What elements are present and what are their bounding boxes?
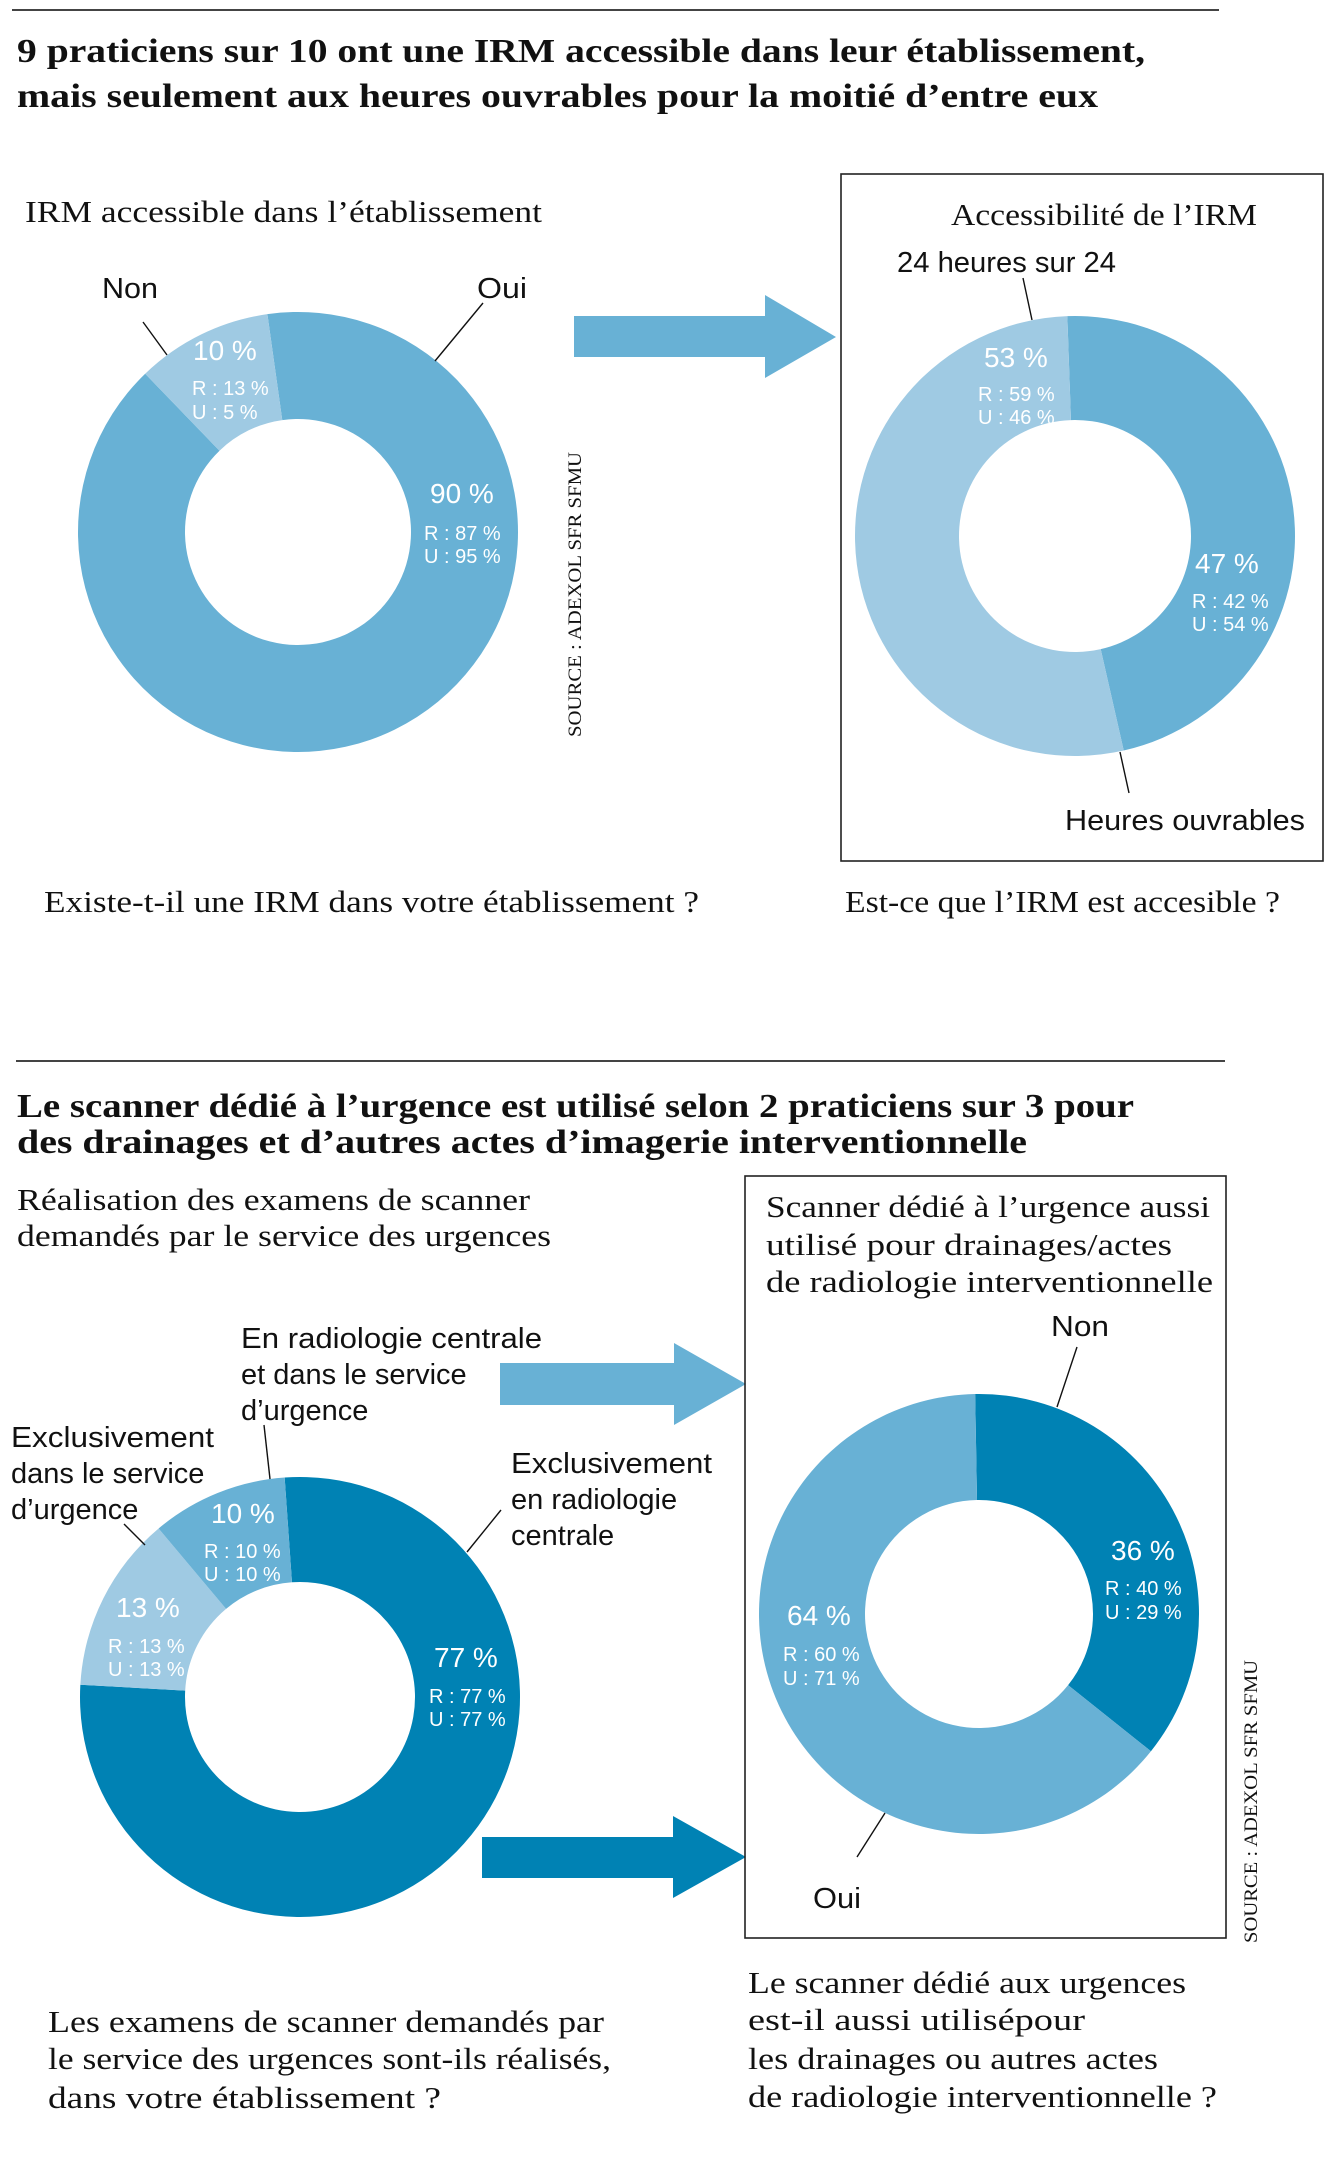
chart4-oui-r: R : 60 % (783, 1644, 860, 1666)
chart3-title-line2: demandés par le service des urgences (17, 1218, 551, 1253)
chart3-label-central-line3: centrale (511, 1520, 614, 1552)
chart3-label-urgence-line3: d’urgence (11, 1494, 138, 1526)
chart2-label-24h: 24 heures sur 24 (897, 247, 1116, 279)
chart3-both-r: R : 10 % (204, 1541, 281, 1563)
chart1-oui-u: U : 95 % (424, 546, 501, 568)
donut-segment-24-heures-sur-24 (854, 316, 1124, 757)
arrow-right-icon (574, 295, 836, 378)
chart3-question-line2: le service des urgences sont-ils réalisé… (48, 2041, 611, 2076)
chart4-leader-non (1056, 1346, 1078, 1408)
chart2-leader-24h (1022, 277, 1033, 321)
donut-segment-oui (759, 1394, 1151, 1834)
chart4-non-value: 36 % (1111, 1535, 1175, 1566)
donut-chart-irm-accessibility (854, 316, 1295, 757)
chart1-oui-value: 90 % (430, 478, 494, 509)
chart2-title: Accessibilité de l’IRM (951, 197, 1257, 232)
chart2-24h-value: 53 % (984, 342, 1048, 373)
section2-source: SOURCE : ADEXOL SFR SFMU (1241, 1660, 1262, 1943)
chart4-oui-value: 64 % (787, 1600, 851, 1631)
chart1-leader-oui (434, 302, 484, 362)
arrow-right-icon (500, 1343, 746, 1425)
donut-chart-irm-accessible (77, 312, 518, 752)
chart2-frame (840, 173, 1324, 862)
donut-chart-scanner-interventional (759, 1394, 1199, 1834)
chart4-title-line3: de radiologie interventionnelle (766, 1264, 1213, 1299)
chart1-title: IRM accessible dans l’établissement (25, 194, 542, 229)
donut-segment-exclusivement-en-radiologie-centrale (79, 1477, 520, 1917)
chart1-question: Existe-t-il une IRM dans votre établisse… (44, 884, 699, 919)
chart3-label-urgence-line2: dans le service (11, 1458, 204, 1490)
donut-segment-oui (77, 312, 518, 752)
chart3-both-u: U : 10 % (204, 1564, 281, 1586)
donut-segment-non (975, 1394, 1199, 1752)
chart3-label-urgence-line1: Exclusivement (11, 1422, 214, 1454)
chart3-leader-urgence (123, 1523, 146, 1546)
chart3-label-central-line1: Exclusivement (511, 1448, 712, 1480)
chart3-question-line1: Les examens de scanner demandés par (48, 2004, 605, 2039)
chart4-non-u: U : 29 % (1105, 1602, 1182, 1624)
chart4-question-line3: les drainages ou autres actes (748, 2041, 1158, 2076)
chart3-both-value: 10 % (211, 1498, 275, 1529)
chart4-leader-oui (856, 1812, 886, 1858)
chart3-urgence-u: U : 13 % (108, 1659, 185, 1681)
chart2-hours-value: 47 % (1195, 548, 1259, 579)
chart4-oui-u: U : 71 % (783, 1668, 860, 1690)
chart4-question-line1: Le scanner dédié aux urgences (748, 1965, 1186, 2000)
chart3-label-central-line2: en radiologie (511, 1484, 677, 1516)
section2-title-line1: Le scanner dédié à l’urgence est utilisé… (17, 1088, 1134, 1125)
chart2-24h-r: R : 59 % (978, 384, 1055, 406)
chart3-label-both-line2: et dans le service (241, 1359, 467, 1391)
chart4-title-line1: Scanner dédié à l’urgence aussi (766, 1189, 1210, 1224)
chart3-central-u: U : 77 % (429, 1709, 506, 1731)
chart2-question: Est-ce que l’IRM est accesible ? (845, 884, 1280, 919)
chart1-label-oui: Oui (477, 273, 527, 305)
chart4-non-r: R : 40 % (1105, 1578, 1182, 1600)
chart2-hours-r: R : 42 % (1192, 591, 1269, 613)
chart3-leader-central (466, 1509, 502, 1553)
chart3-central-r: R : 77 % (429, 1686, 506, 1708)
chart3-urgence-r: R : 13 % (108, 1636, 185, 1658)
chart1-non-r: R : 13 % (192, 378, 269, 400)
chart1-non-value: 10 % (193, 335, 257, 366)
donut-segment-en-radiologie-centrale-et-dans-le-service-d-urgence (158, 1477, 292, 1609)
donut-segment-non (145, 314, 283, 451)
chart4-question-line4: de radiologie interventionnelle ? (748, 2079, 1217, 2114)
chart2-leader-hours (1119, 751, 1130, 794)
chart4-label-non: Non (1051, 1311, 1109, 1343)
chart2-24h-u: U : 46 % (978, 407, 1055, 429)
section1-title-line2: mais seulement aux heures ouvrables pour… (17, 78, 1098, 115)
chart3-label-both-line1: En radiologie centrale (241, 1323, 542, 1355)
chart4-frame (744, 1175, 1227, 1939)
chart3-central-value: 77 % (434, 1642, 498, 1673)
chart1-oui-r: R : 87 % (424, 523, 501, 545)
chart2-hours-u: U : 54 % (1192, 614, 1269, 636)
section-scanner: Le scanner dédié à l’urgence est utilisé… (11, 1060, 1262, 2115)
chart4-label-oui: Oui (813, 1883, 861, 1915)
section-irm: 9 praticiens sur 10 ont une IRM accessib… (12, 9, 1324, 919)
chart3-title-line1: Réalisation des examens de scanner (17, 1182, 531, 1217)
donut-segment-heures-ouvrables (1067, 316, 1295, 751)
chart1-leader-non (142, 321, 168, 356)
donut-segment-exclusivement-dans-le-service-d-urgence (80, 1528, 227, 1691)
chart4-question-line2: est-il aussi utilisépour (748, 2002, 1086, 2037)
chart3-leader-both (263, 1424, 271, 1480)
arrow-right-icon (482, 1816, 746, 1898)
chart4-title-line2: utilisé pour drainages/actes (766, 1227, 1172, 1262)
section1-title-line1: 9 praticiens sur 10 ont une IRM accessib… (17, 33, 1145, 70)
chart2-label-hours: Heures ouvrables (1065, 805, 1305, 837)
section2-title-line2: des drainages et d’autres actes d’imager… (17, 1124, 1027, 1161)
chart3-question-line3: dans votre établissement ? (48, 2080, 441, 2115)
chart1-non-u: U : 5 % (192, 402, 258, 424)
chart3-label-both-line3: d’urgence (241, 1395, 368, 1427)
donut-chart-scanner-realisation (79, 1477, 520, 1917)
chart1-label-non: Non (102, 273, 158, 305)
chart3-urgence-value: 13 % (116, 1592, 180, 1623)
section1-source: SOURCE : ADEXOL SFR SFMU (565, 452, 586, 737)
